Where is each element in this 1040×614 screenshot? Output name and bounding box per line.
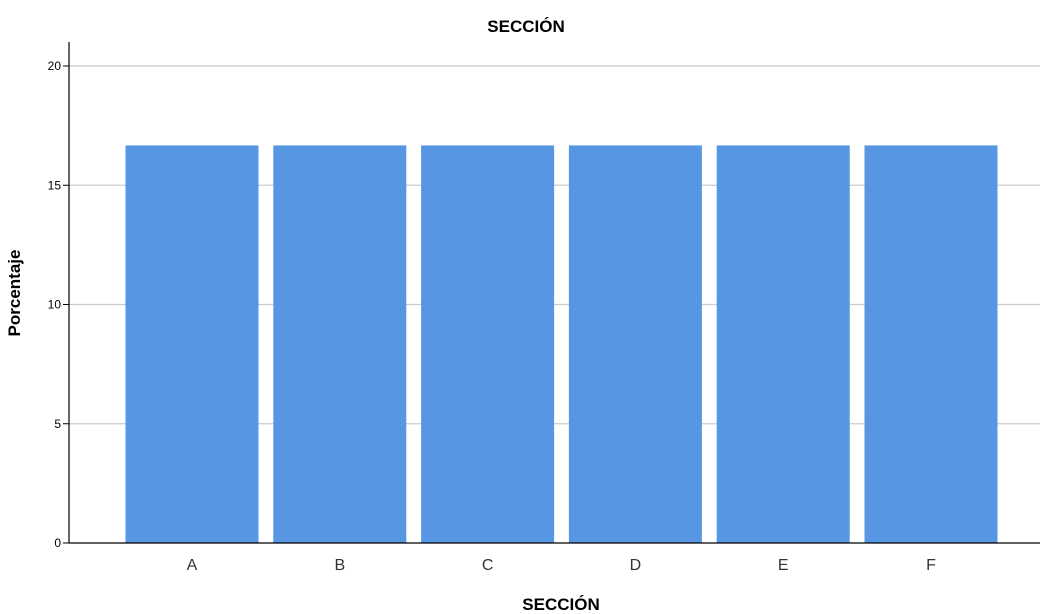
y-axis-label: Porcentaje	[5, 250, 24, 337]
x-axis-label: SECCIÓN	[522, 595, 599, 614]
axes	[68, 42, 1040, 544]
y-tick-label: 0	[54, 536, 61, 550]
x-tick-label: D	[630, 557, 642, 574]
bar-e	[716, 145, 850, 543]
bars	[125, 145, 998, 543]
bar-b	[273, 145, 407, 543]
y-tick-label: 20	[48, 59, 62, 73]
y-tick-labels: 0 5 10 15 20	[48, 59, 69, 550]
x-tick-label: C	[482, 557, 494, 574]
bar-f	[864, 145, 998, 543]
x-tick-label: E	[778, 557, 789, 574]
chart-title: SECCIÓN	[487, 17, 564, 36]
y-tick-label: 15	[48, 178, 62, 192]
bar-a	[125, 145, 259, 543]
y-tick-label: 5	[54, 417, 61, 431]
y-tick-label: 10	[48, 298, 62, 312]
x-tick-label: A	[187, 557, 198, 574]
x-tick-labels: A B C D E F	[187, 557, 936, 574]
x-tick-label: F	[926, 557, 936, 574]
x-tick-label: B	[334, 557, 345, 574]
bar-d	[568, 145, 702, 543]
bar-c	[421, 145, 555, 543]
